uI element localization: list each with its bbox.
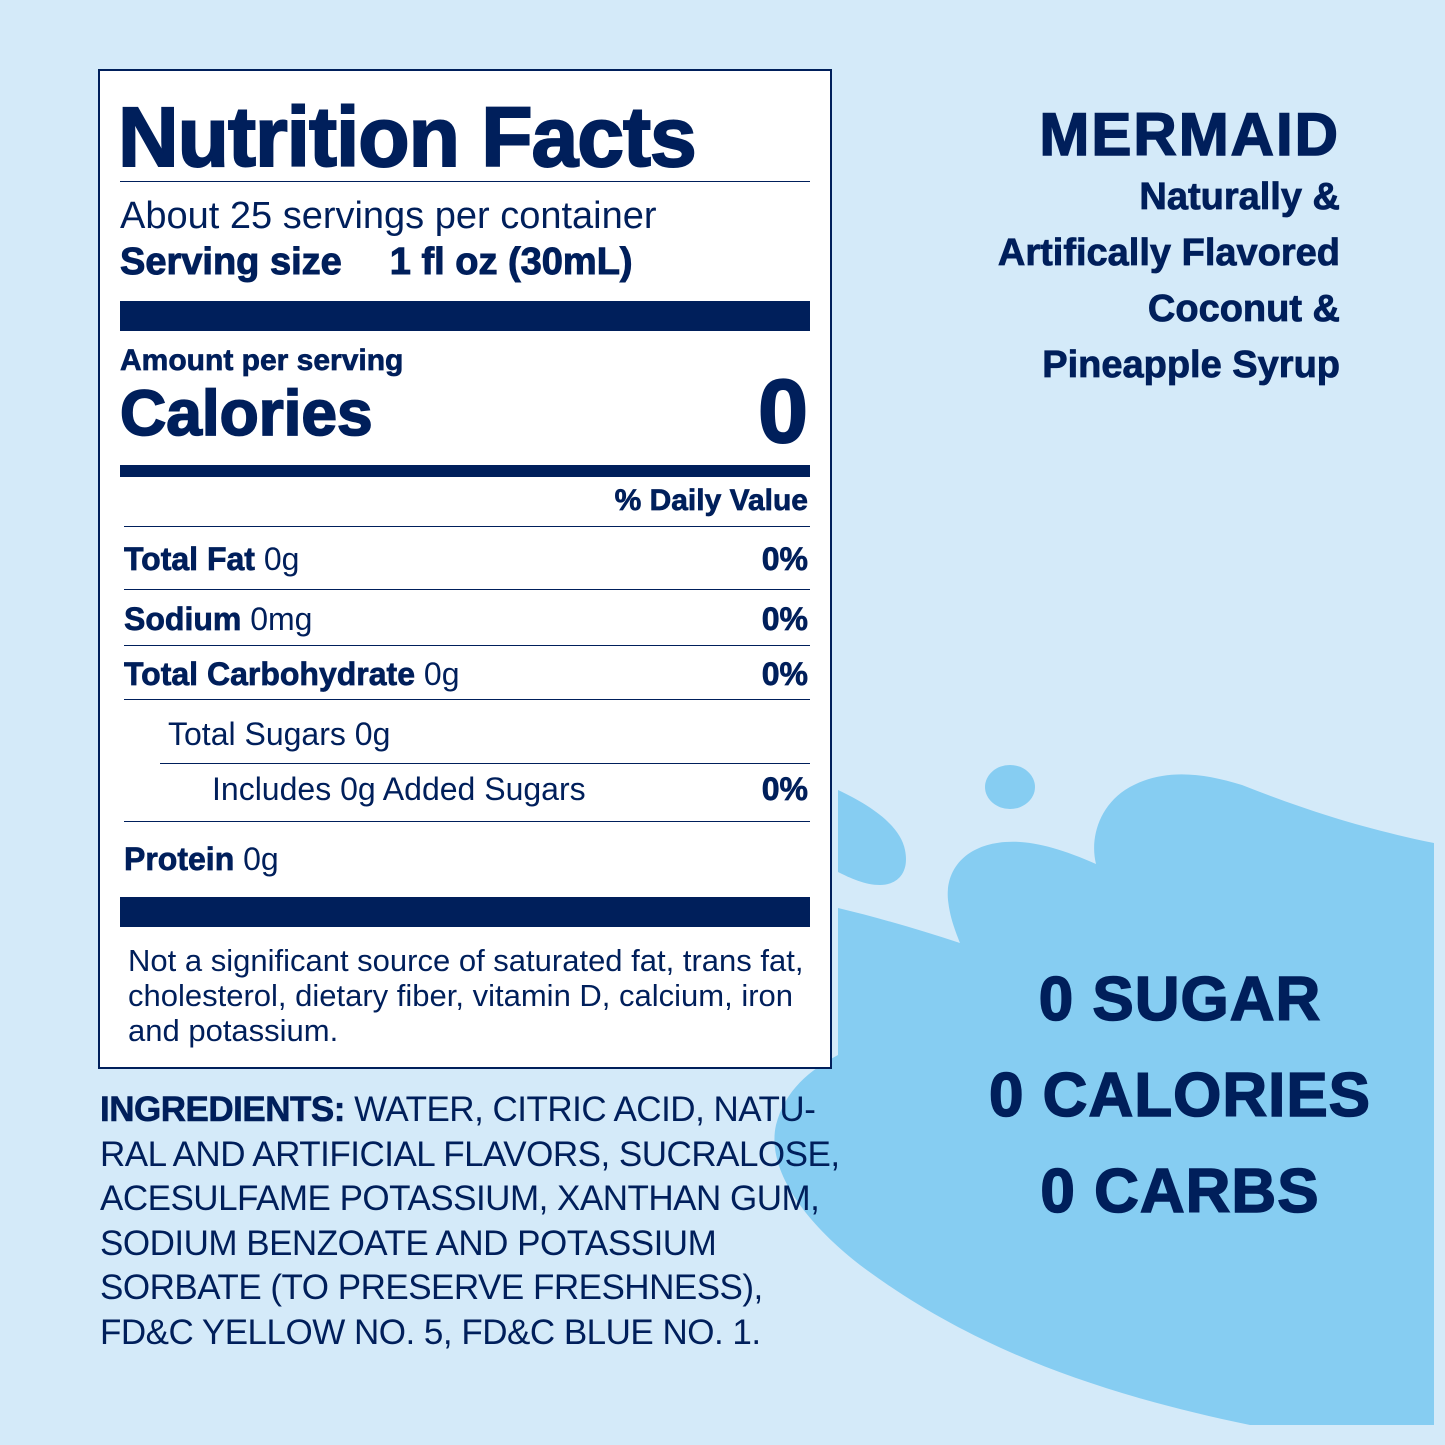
nutrient-dv: 0%	[761, 656, 808, 693]
nutrient-amount: 0mg	[250, 601, 313, 637]
splash-droplet	[985, 765, 1035, 809]
claim-carbs: 0 CARBS	[1040, 1156, 1320, 1227]
serving-size-value: 1 fl oz (30mL)	[389, 241, 633, 284]
nutrient-amount: Includes 0g Added Sugars	[212, 771, 586, 807]
calories-label: Calories	[119, 376, 373, 450]
amount-per-serving: Amount per serving	[120, 344, 404, 378]
nutrient-amount: 0g	[243, 841, 279, 877]
serving-size-label: Serving size	[120, 241, 343, 284]
nutrient-name: Protein	[124, 841, 235, 878]
divider	[124, 645, 810, 646]
servings-per-container: About 25 servings per container	[120, 195, 657, 237]
divider	[124, 526, 810, 527]
claim-calories: 0 CALORIES	[988, 1060, 1372, 1131]
nutrient-row-added-sugars: Includes 0g Added Sugars 0%	[212, 771, 808, 808]
splash-shape	[774, 774, 1434, 1425]
thick-divider	[120, 301, 810, 331]
brand-block: MERMAID Naturally & Artifically Flavored…	[997, 100, 1341, 393]
serving-size: Serving size 1 fl oz (30mL)	[120, 241, 634, 284]
nutrition-facts-label: Nutrition Facts About 25 servings per co…	[98, 69, 832, 1069]
brand-desc-line: Naturally &	[1139, 176, 1340, 219]
nutrition-title: Nutrition Facts	[117, 89, 698, 185]
divider	[160, 763, 810, 764]
brand-desc-line: Artifically Flavored	[997, 232, 1340, 275]
nutrient-dv: 0%	[761, 541, 808, 578]
medium-divider	[120, 465, 810, 477]
claim-sugar: 0 SUGAR	[1038, 964, 1322, 1035]
nutrient-name: Sodium	[124, 601, 242, 638]
divider	[120, 181, 810, 182]
nutrient-amount: 0g	[263, 541, 300, 577]
nutrient-amount: Total Sugars 0g	[168, 716, 391, 752]
daily-value-header: % Daily Value	[614, 484, 808, 518]
divider	[124, 821, 810, 822]
nutrient-row-total-carbohydrate: Total Carbohydrate 0g 0%	[124, 656, 809, 693]
nutrient-name: Total Fat	[124, 541, 256, 578]
nutrient-amount: 0g	[423, 656, 460, 692]
ingredients-text: WATER, CITRIC ACID, NATU-RAL AND ARTIFIC…	[100, 1090, 840, 1352]
calories-value: 0	[757, 361, 809, 463]
brand-name: MERMAID	[1039, 100, 1340, 169]
brand-desc-line: Coconut &	[1147, 288, 1341, 331]
thick-divider	[120, 897, 810, 927]
divider	[124, 699, 810, 700]
ingredients: INGREDIENTS: WATER, CITRIC ACID, NATU-RA…	[100, 1088, 860, 1355]
splash-streak	[838, 790, 906, 885]
divider	[124, 589, 810, 590]
ingredients-label: INGREDIENTS:	[100, 1090, 346, 1130]
nutrient-dv: 0%	[761, 601, 808, 638]
nutrient-name: Total Carbohydrate	[124, 656, 416, 693]
nutrient-row-total-fat: Total Fat 0g 0%	[124, 541, 809, 578]
nutrition-footnote: Not a significant source of saturated fa…	[128, 943, 804, 1048]
nutrient-row-sodium: Sodium 0mg 0%	[124, 601, 809, 638]
claims: 0 SUGAR 0 CALORIES 0 CARBS	[930, 952, 1430, 1240]
nutrient-row-protein: Protein 0g	[124, 841, 808, 878]
nutrient-row-total-sugars: Total Sugars 0g	[168, 716, 808, 753]
brand-desc-line: Pineapple Syrup	[1042, 344, 1341, 387]
nutrient-dv: 0%	[761, 771, 808, 808]
